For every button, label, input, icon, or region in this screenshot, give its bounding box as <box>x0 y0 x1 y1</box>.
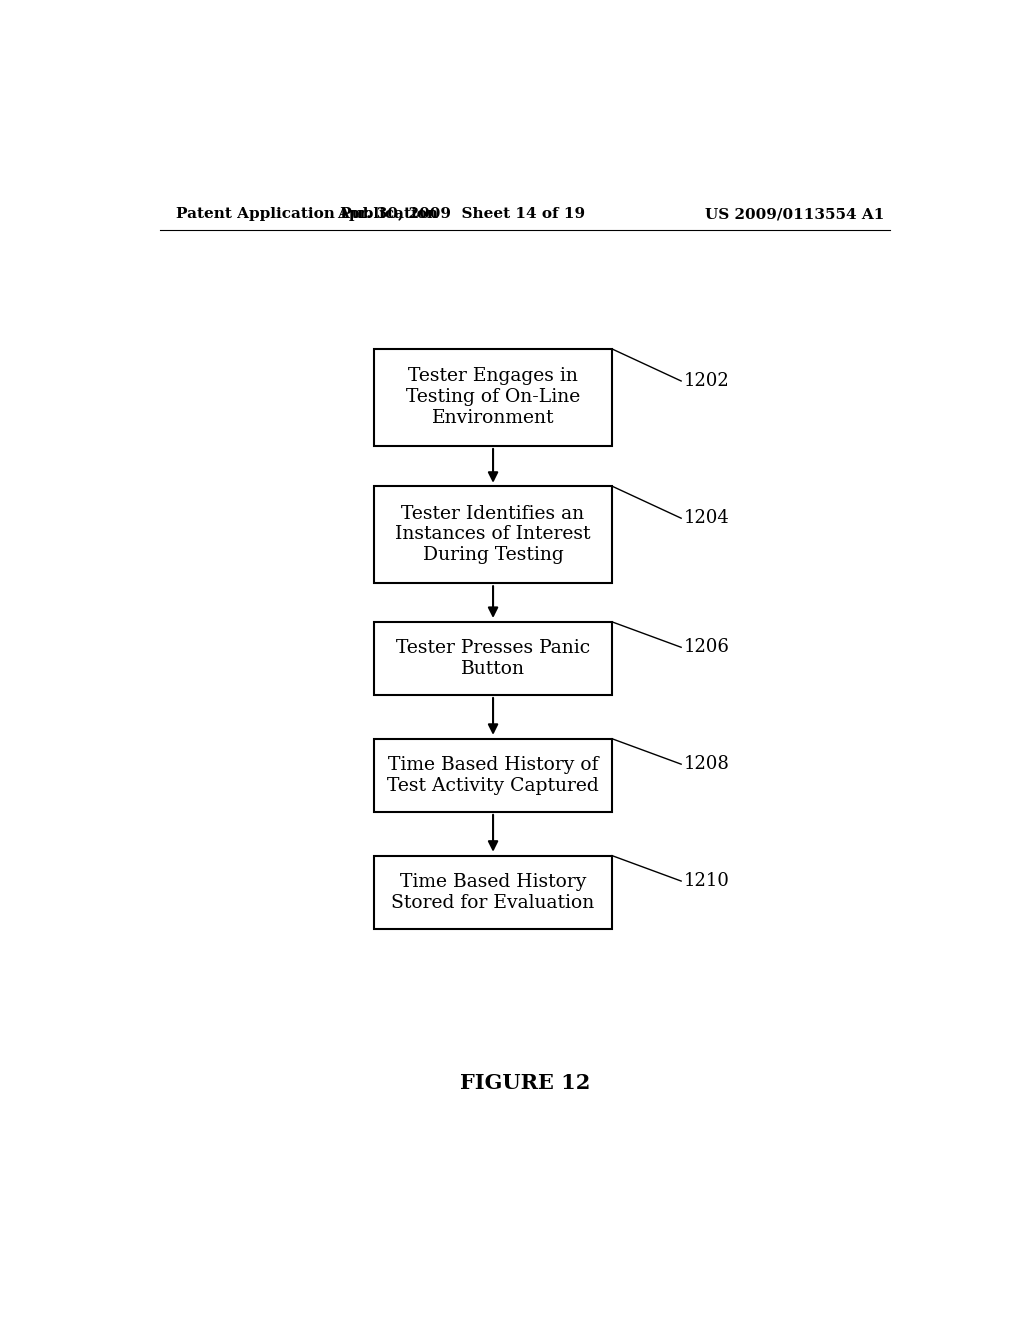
FancyBboxPatch shape <box>374 739 612 812</box>
Text: 1210: 1210 <box>684 873 729 890</box>
Text: Time Based History of
Test Activity Captured: Time Based History of Test Activity Capt… <box>387 756 599 795</box>
FancyBboxPatch shape <box>374 486 612 582</box>
Text: 1206: 1206 <box>684 639 729 656</box>
Text: FIGURE 12: FIGURE 12 <box>460 1073 590 1093</box>
Text: 1202: 1202 <box>684 372 729 389</box>
Text: 1208: 1208 <box>684 755 729 774</box>
Text: Tester Presses Panic
Button: Tester Presses Panic Button <box>396 639 590 678</box>
Text: Tester Engages in
Testing of On-Line
Environment: Tester Engages in Testing of On-Line Env… <box>406 367 581 428</box>
Text: Tester Identifies an
Instances of Interest
During Testing: Tester Identifies an Instances of Intere… <box>395 504 591 564</box>
Text: Apr. 30, 2009  Sheet 14 of 19: Apr. 30, 2009 Sheet 14 of 19 <box>337 207 586 222</box>
FancyBboxPatch shape <box>374 622 612 696</box>
Text: Patent Application Publication: Patent Application Publication <box>176 207 437 222</box>
Text: Time Based History
Stored for Evaluation: Time Based History Stored for Evaluation <box>391 873 595 912</box>
Text: 1204: 1204 <box>684 510 729 527</box>
Text: US 2009/0113554 A1: US 2009/0113554 A1 <box>705 207 885 222</box>
FancyBboxPatch shape <box>374 348 612 446</box>
FancyBboxPatch shape <box>374 855 612 929</box>
